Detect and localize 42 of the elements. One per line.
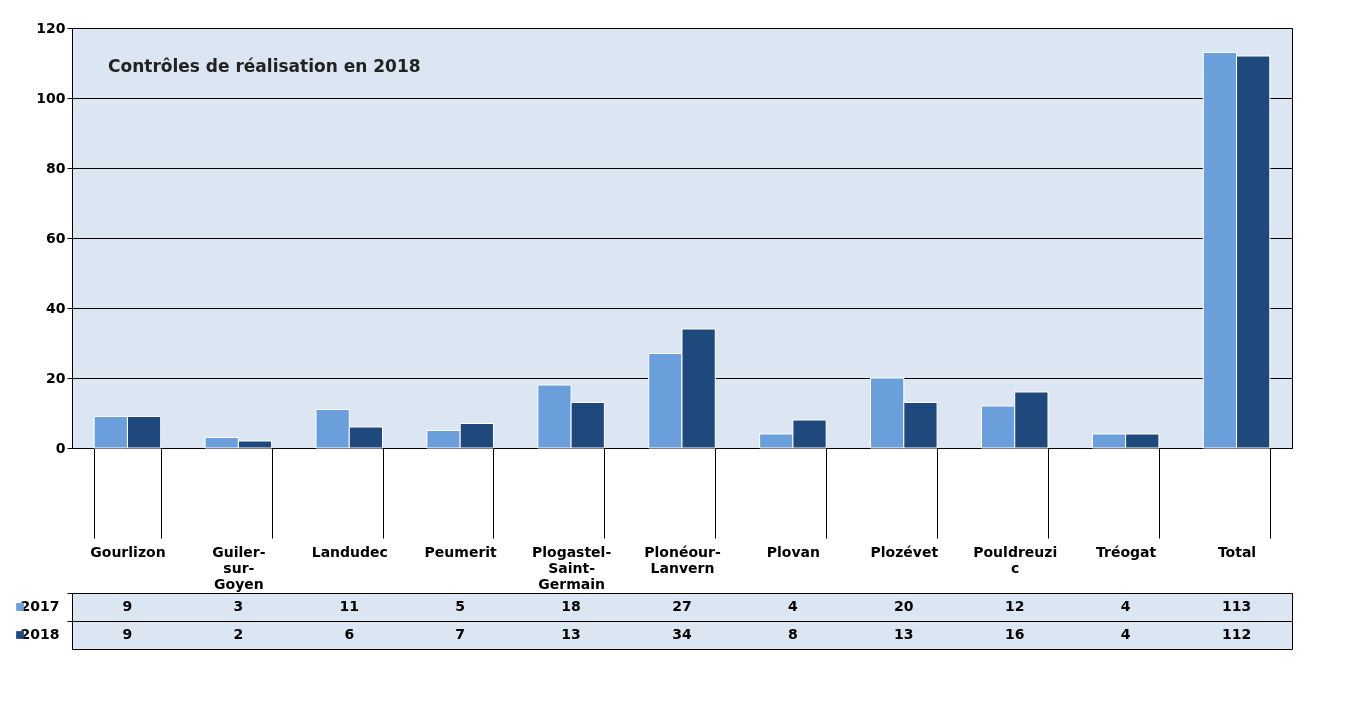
x-tick-label: Total [1217, 543, 1257, 560]
data-label: 5 [455, 598, 466, 614]
y-tick-label: 20 [46, 369, 66, 386]
data-label: 4 [1120, 626, 1131, 642]
y-tick-label: 100 [36, 89, 66, 106]
x-tick-label: Plovan [766, 543, 821, 560]
data-label: 7 [455, 626, 466, 642]
data-label: 4 [1120, 598, 1131, 614]
text: Contrôles de réalisation en 2018 [108, 56, 421, 76]
data-label: 18 [561, 598, 581, 614]
data-label: 11 [339, 598, 360, 614]
data-label: 9 [122, 598, 133, 614]
y-tick-label: 60 [46, 229, 66, 246]
data-label: 8 [788, 626, 798, 642]
data-label: 27 [672, 598, 692, 614]
data-label: 9 [122, 626, 133, 642]
x-tick-label: Peumerit [424, 543, 498, 560]
y-tick-label: 0 [55, 439, 66, 456]
x-tick-label: Landudec [311, 543, 388, 560]
x-tick-label: Pouldreuzic [973, 543, 1058, 576]
x-tick-label: Guiler-sur-Goyen [212, 543, 266, 592]
data-label: 12 [1004, 598, 1025, 614]
data-label: 34 [672, 626, 692, 642]
data-label: 16 [1004, 626, 1025, 642]
x-tick-label: Plogastel-Saint-Germain [531, 543, 612, 592]
data-label: 6 [344, 626, 355, 642]
x-tick-label: Plozévet [870, 543, 939, 560]
data-label: 4 [788, 598, 799, 614]
data-label: 13 [894, 626, 914, 642]
data-label: 3 [233, 598, 244, 614]
data-label: 112 [1221, 626, 1252, 642]
data-label: 113 [1221, 598, 1252, 614]
y-tick-label: 120 [36, 19, 66, 36]
y-tick-label: 40 [46, 299, 66, 316]
legend-label: 2017 [20, 598, 60, 614]
x-tick-label: Gourlizon [90, 543, 166, 560]
data-label: 13 [561, 626, 581, 642]
data-label: 2 [233, 626, 244, 642]
x-tick-label: Plonéour-Lanvern [644, 543, 721, 576]
x-tick-label: Tréogat [1096, 543, 1157, 560]
data-label: 20 [894, 598, 914, 614]
y-tick-label: 80 [46, 159, 66, 176]
